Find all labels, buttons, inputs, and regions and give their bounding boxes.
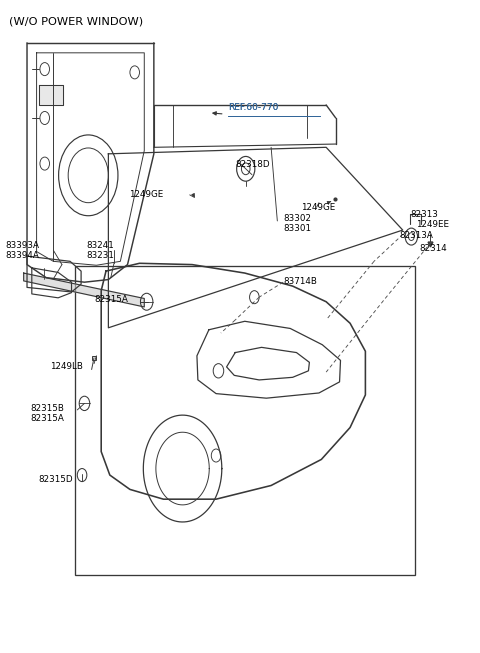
Text: 82313: 82313 — [410, 210, 438, 219]
Text: 82315D: 82315D — [38, 475, 72, 484]
Text: 83231: 83231 — [86, 251, 114, 260]
Text: 1249LB: 1249LB — [50, 362, 84, 372]
Text: 83302: 83302 — [283, 214, 311, 223]
Text: 83714B: 83714B — [283, 277, 317, 286]
Text: 83394A: 83394A — [5, 251, 39, 260]
Text: 83393A: 83393A — [5, 241, 39, 250]
Text: 82318D: 82318D — [235, 161, 270, 169]
Text: (W/O POWER WINDOW): (W/O POWER WINDOW) — [9, 16, 144, 27]
Polygon shape — [24, 273, 144, 307]
Text: 82313A: 82313A — [399, 231, 433, 240]
Bar — [75, 266, 415, 575]
Text: 83301: 83301 — [283, 223, 311, 232]
Text: REF.60-770: REF.60-770 — [228, 103, 278, 112]
Text: 1249EE: 1249EE — [416, 219, 449, 229]
Text: 82315A: 82315A — [95, 295, 128, 304]
Text: 1249GE: 1249GE — [129, 191, 163, 199]
Text: 82315B: 82315B — [30, 404, 64, 413]
Text: 82314: 82314 — [420, 244, 447, 253]
Text: REF.60-770: REF.60-770 — [228, 103, 278, 112]
Text: 83241: 83241 — [86, 241, 114, 250]
Text: 82315A: 82315A — [30, 414, 64, 423]
Polygon shape — [39, 86, 63, 105]
Text: 1249GE: 1249GE — [301, 203, 336, 212]
